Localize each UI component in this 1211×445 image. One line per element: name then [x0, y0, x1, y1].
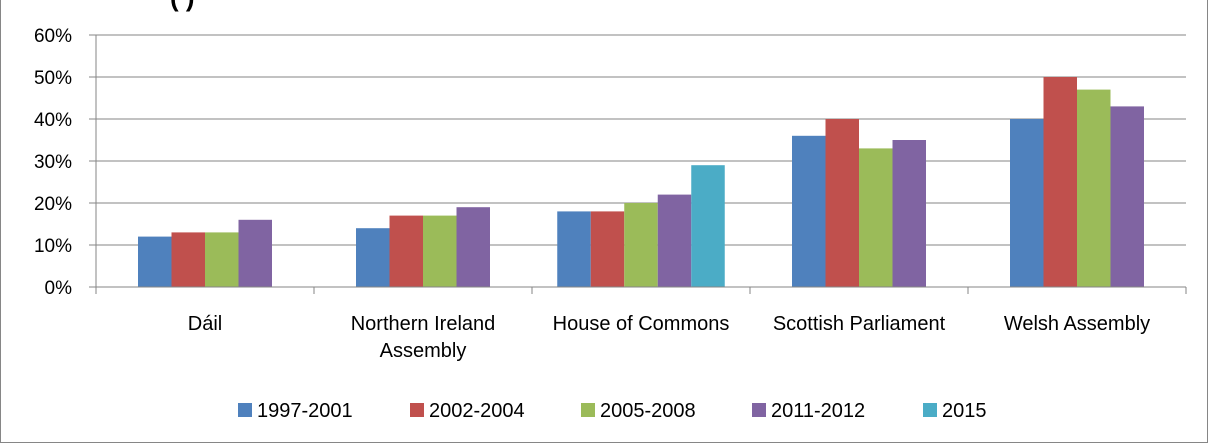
legend: 1997-2001 2002-2004 2005-2008 2011-2012 2015	[238, 400, 987, 422]
x-category-label: Northern Ireland	[351, 313, 496, 335]
bar	[356, 228, 390, 287]
x-category-label: Welsh Assembly	[1004, 313, 1150, 335]
bar	[859, 148, 893, 287]
bar	[205, 232, 239, 287]
bar	[590, 211, 625, 287]
x-axis: Dáil Northern Ireland Assembly House of Com…	[95, 286, 1187, 362]
y-tick-label: 10%	[34, 236, 72, 257]
legend-swatch	[238, 403, 252, 417]
bar	[171, 232, 205, 287]
bar	[1110, 106, 1144, 288]
legend-label: 2015	[942, 400, 987, 422]
chart-title: ( )	[170, 0, 195, 13]
legend-item: 1997-2001	[238, 400, 353, 422]
bar	[691, 165, 725, 287]
bar	[423, 215, 457, 287]
legend-swatch	[923, 403, 937, 417]
y-tick-label: 30%	[34, 152, 72, 173]
y-tick-label: 50%	[34, 68, 72, 89]
x-category-label: Assembly	[380, 340, 467, 362]
bar	[1077, 89, 1111, 287]
legend-item: 2002-2004	[410, 400, 525, 422]
y-tick-label: 60%	[34, 26, 72, 47]
legend-item: 2011-2012	[752, 400, 865, 422]
legend-item: 2005-2008	[581, 400, 696, 422]
bar	[792, 135, 826, 287]
bar	[238, 219, 272, 287]
bar	[389, 215, 423, 287]
y-axis: 0% 10% 20% 30% 40% 50% 60%	[34, 26, 97, 299]
bar	[138, 236, 172, 287]
y-tick-label: 0%	[45, 278, 73, 299]
bar	[892, 140, 926, 287]
x-category-label: Scottish Parliament	[773, 313, 946, 335]
bar	[825, 119, 859, 287]
legend-swatch	[581, 403, 595, 417]
legend-label: 2002-2004	[429, 400, 525, 422]
legend-label: 1997-2001	[257, 400, 353, 422]
x-category-label: House of Commons	[553, 313, 730, 335]
bar	[657, 194, 692, 287]
bar	[1043, 77, 1077, 287]
x-category-label: Dáil	[188, 313, 222, 335]
legend-swatch	[410, 403, 424, 417]
legend-item: 2015	[923, 400, 987, 422]
bar	[456, 207, 490, 287]
y-tick-label: 40%	[34, 110, 72, 131]
bars	[138, 77, 1144, 288]
bar	[1010, 119, 1044, 287]
bar	[624, 203, 658, 287]
legend-label: 2011-2012	[771, 400, 865, 422]
bar	[557, 211, 591, 287]
legend-label: 2005-2008	[600, 400, 696, 422]
legend-swatch	[752, 403, 766, 417]
y-tick-label: 20%	[34, 194, 72, 215]
